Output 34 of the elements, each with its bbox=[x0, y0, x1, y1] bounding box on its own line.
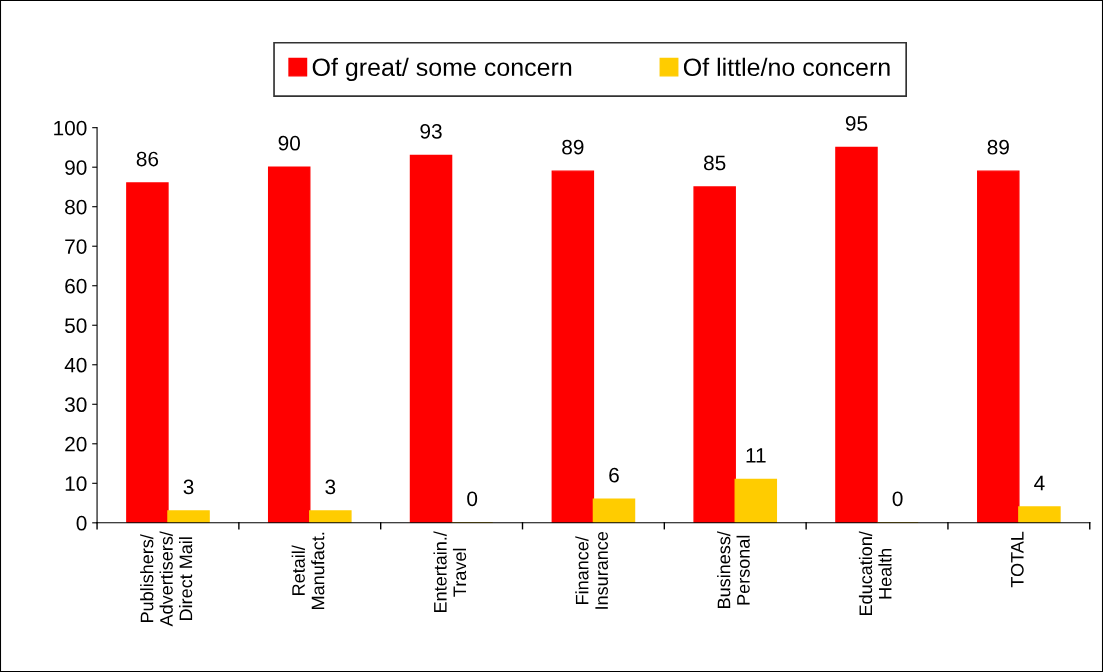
data-label: 85 bbox=[703, 155, 726, 171]
y-tick-label: 0 bbox=[76, 515, 87, 531]
y-tick-label: 10 bbox=[65, 476, 87, 492]
y-tick-label: 100 bbox=[54, 120, 87, 136]
x-tick-label: Retail/ Manufact. bbox=[291, 532, 325, 609]
x-tick-label: Education/ Health bbox=[858, 531, 892, 615]
y-tick-label: 80 bbox=[65, 199, 87, 215]
data-label: 90 bbox=[278, 135, 300, 151]
y-tick-label: 50 bbox=[65, 318, 87, 333]
y-tick-label: 70 bbox=[65, 239, 87, 254]
x-tick-label: TOTAL bbox=[1010, 531, 1024, 588]
data-label: 89 bbox=[987, 139, 1009, 155]
data-label: 86 bbox=[136, 151, 159, 167]
y-tick-label: 60 bbox=[65, 278, 87, 294]
data-label: 11 bbox=[746, 448, 766, 463]
x-tick-label: Business/ Personal bbox=[717, 531, 750, 608]
y-tick-label: 90 bbox=[65, 160, 87, 175]
data-label: 89 bbox=[562, 139, 584, 155]
y-tick-label: 30 bbox=[64, 397, 87, 413]
data-label: 93 bbox=[420, 123, 442, 139]
data-label: 4 bbox=[1034, 475, 1045, 491]
legend-label: Of little/no concern bbox=[683, 57, 890, 77]
data-label: 3 bbox=[183, 479, 194, 495]
data-label: 3 bbox=[325, 479, 336, 495]
data-label: 0 bbox=[892, 491, 903, 507]
x-tick-label: Publishers/ Advertisers/ Direct Mail bbox=[140, 531, 193, 627]
data-label: 6 bbox=[609, 467, 619, 483]
legend-label: Of great/ some concern bbox=[312, 57, 572, 82]
data-label: 0 bbox=[467, 491, 478, 507]
y-tick-label: 20 bbox=[65, 436, 87, 452]
x-tick-label: Finance/ Insurance bbox=[575, 531, 608, 609]
y-tick-label: 40 bbox=[64, 357, 87, 373]
x-tick-label: Entertain./ Travel bbox=[433, 531, 467, 612]
data-label: 95 bbox=[845, 116, 868, 131]
